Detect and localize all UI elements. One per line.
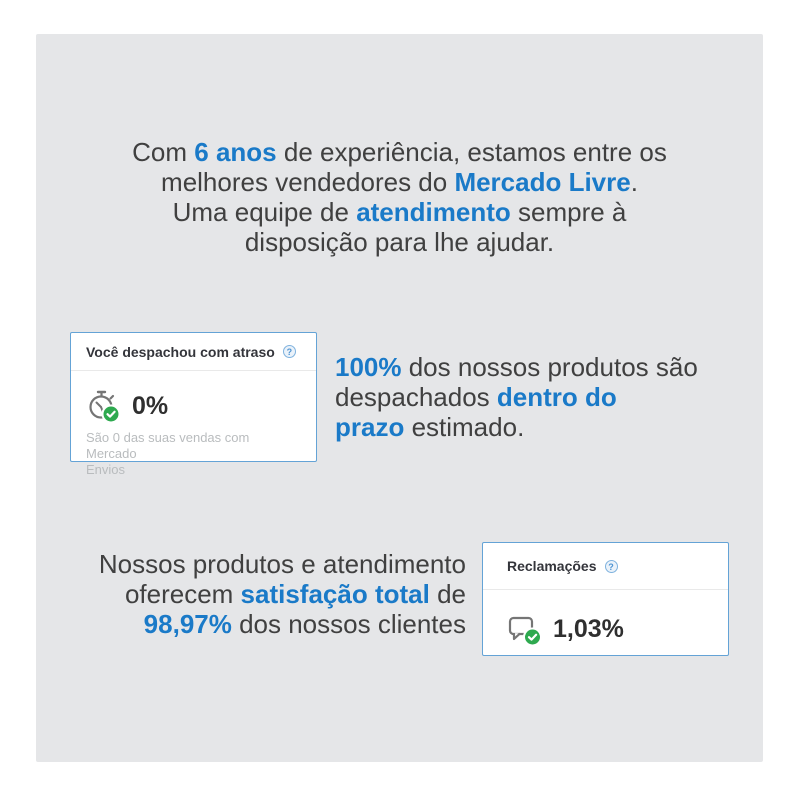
shipping-card-header: Você despachou com atraso ? [71, 333, 316, 371]
claims-card-header: Reclamações ? [483, 543, 728, 590]
shipping-card-body: 0% [71, 371, 316, 423]
intro-paragraph: Com 6 anos de experiência, estamos entre… [132, 137, 667, 257]
question-circle-icon[interactable]: ? [604, 559, 618, 573]
satisfaction-paragraph: Nossos produtos e atendimento oferecem sa… [98, 549, 466, 639]
chat-bubble-check-icon [507, 612, 541, 646]
on-time-shipping-paragraph: 100% dos nossos produtos são despachados … [335, 352, 698, 442]
shipping-metric-value: 0% [132, 391, 169, 420]
shipping-card-subtitle: São 0 das suas vendas com Mercado Envios [86, 430, 250, 477]
stopwatch-check-icon [86, 389, 120, 423]
claims-metric-value: 1,03% [553, 614, 624, 643]
shipping-card-title: Você despachou com atraso [86, 343, 275, 360]
claims-card-body: 1,03% [483, 590, 728, 646]
claims-card-title: Reclamações [507, 558, 597, 574]
question-circle-icon[interactable]: ? [282, 345, 296, 358]
claims-card: Reclamações ? 1,03% [482, 542, 729, 656]
shipping-delay-card: Você despachou com atraso ? 0% São 0 das… [70, 332, 317, 477]
